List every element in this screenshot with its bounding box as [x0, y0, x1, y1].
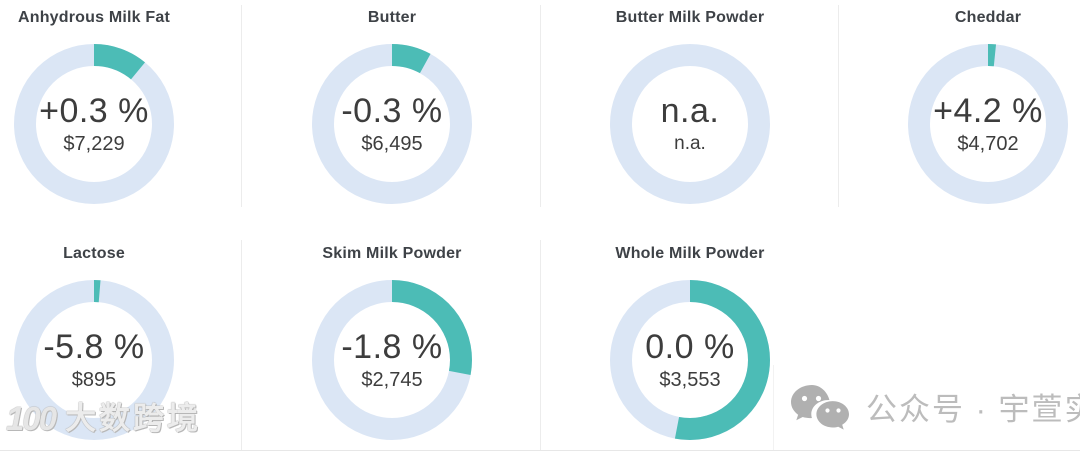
donut-center: +4.2 % $4,702 [908, 44, 1068, 204]
gauge-price-value: $4,702 [957, 132, 1019, 155]
donut-chart: -1.8 % $2,745 [312, 280, 472, 440]
column-divider [241, 5, 242, 207]
gauge-cell-skim-milk-powder: Skim Milk Powder -1.8 % $2,745 [243, 236, 541, 456]
donut-center: -0.3 % $6,495 [312, 44, 472, 204]
gauge-cell-anhydrous-milk-fat: Anhydrous Milk Fat +0.3 % $7,229 [0, 0, 243, 230]
donut-chart: -0.3 % $6,495 [312, 44, 472, 204]
donut-ring-svg [610, 280, 770, 440]
column-divider [540, 5, 541, 207]
gauge-title: Whole Milk Powder [615, 245, 765, 262]
gauge-title: Anhydrous Milk Fat [17, 9, 171, 26]
donut-ring-svg [14, 280, 174, 440]
donut-center: +0.3 % $7,229 [14, 44, 174, 204]
gauge-price-value: $895 [71, 368, 117, 391]
gauge-price-value: $3,553 [659, 368, 721, 391]
gauge-title: Lactose [63, 245, 125, 262]
donut-center: n.a. n.a. [610, 44, 770, 204]
gauge-title: Butter Milk Powder [615, 9, 765, 26]
donut-ring-svg [312, 44, 472, 204]
gauge-price-value: $2,745 [361, 368, 423, 391]
gauge-cell-cheddar: Cheddar +4.2 % $4,702 [839, 0, 1080, 230]
gauge-cell-butter: Butter -0.3 % $6,495 [243, 0, 541, 230]
donut-ring-svg [14, 44, 174, 204]
donut-ring-svg [610, 44, 770, 204]
gauge-change-value: +4.2 % [933, 91, 1043, 130]
donut-chart: -5.8 % $895 [14, 280, 174, 440]
donut-chart: n.a. n.a. [610, 44, 770, 204]
donut-ring-svg [908, 44, 1068, 204]
watermark-edge-line [773, 365, 774, 450]
gauge-change-value: n.a. [660, 91, 720, 130]
gauge-row-1: Anhydrous Milk Fat +0.3 % $7,229 Butter [0, 0, 1080, 230]
gauge-change-value: 0.0 % [645, 327, 735, 366]
gauge-title: Skim Milk Powder [322, 245, 462, 262]
column-divider [838, 5, 839, 207]
donut-center: -1.8 % $2,745 [312, 280, 472, 440]
gauge-change-value: -5.8 % [43, 327, 145, 366]
gauge-change-value: -0.3 % [341, 91, 443, 130]
gauge-price-value: $6,495 [361, 132, 423, 155]
donut-chart: +0.3 % $7,229 [14, 44, 174, 204]
bottom-border-line [0, 450, 1080, 451]
donut-center: -5.8 % $895 [14, 280, 174, 440]
donut-chart: 0.0 % $3,553 [610, 280, 770, 440]
gauge-price-value: n.a. [674, 132, 706, 154]
column-divider [540, 240, 541, 450]
gauge-row-2: Lactose -5.8 % $895 Skim Milk Powder [0, 236, 1080, 456]
donut-center: 0.0 % $3,553 [610, 280, 770, 440]
gauge-title: Butter [367, 9, 417, 26]
donut-ring-svg [312, 280, 472, 440]
gauge-cell-lactose: Lactose -5.8 % $895 [0, 236, 243, 456]
gauge-cell-whole-milk-powder: Whole Milk Powder 0.0 % $3,553 [541, 236, 839, 456]
gauge-change-value: +0.3 % [39, 91, 149, 130]
donut-chart: +4.2 % $4,702 [908, 44, 1068, 204]
gauge-cell-butter-milk-powder: Butter Milk Powder n.a. n.a. [541, 0, 839, 230]
column-divider [241, 240, 242, 450]
gauge-price-value: $7,229 [63, 132, 125, 155]
gauge-title: Cheddar [954, 9, 1022, 26]
gauge-change-value: -1.8 % [341, 327, 443, 366]
